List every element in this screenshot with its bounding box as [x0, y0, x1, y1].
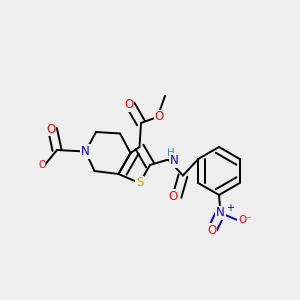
Text: S: S	[136, 176, 143, 190]
Text: O: O	[207, 224, 216, 237]
Text: O: O	[169, 190, 178, 203]
Text: +: +	[226, 202, 234, 213]
Text: O: O	[38, 160, 46, 170]
Text: H: H	[167, 148, 175, 158]
Text: N: N	[169, 154, 178, 167]
Text: O: O	[124, 98, 134, 112]
Text: O⁻: O⁻	[238, 214, 252, 225]
Text: N: N	[216, 206, 225, 220]
Text: N: N	[81, 145, 90, 158]
Text: O: O	[46, 122, 56, 136]
Text: O: O	[154, 110, 164, 124]
